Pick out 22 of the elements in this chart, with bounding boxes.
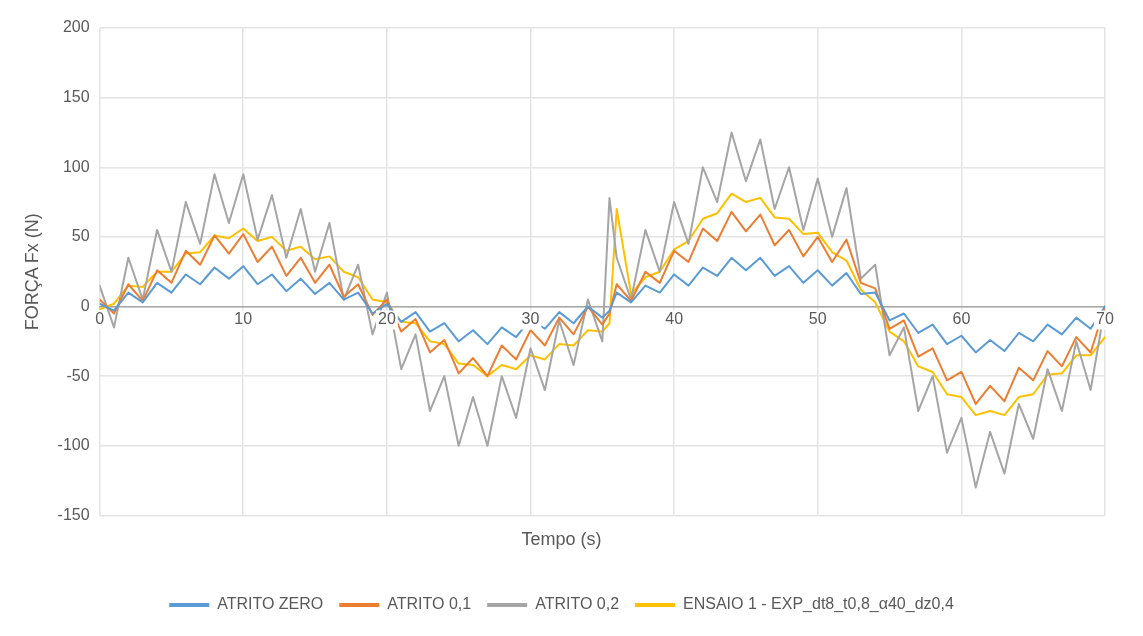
legend-label: ATRITO 0,1 bbox=[387, 595, 472, 613]
x-tick-label: 40 bbox=[665, 309, 684, 327]
y-tick-label: 0 bbox=[80, 296, 90, 314]
y-axis-title: FORÇA Fx (N) bbox=[21, 213, 42, 331]
y-tick-label: -100 bbox=[57, 436, 90, 454]
y-tick-label: 100 bbox=[62, 157, 90, 175]
y-tick-label: -50 bbox=[66, 366, 90, 384]
x-tick-label: 10 bbox=[234, 309, 253, 327]
y-tick-label: 150 bbox=[62, 88, 90, 106]
legend-label: ATRITO ZERO bbox=[217, 595, 324, 613]
x-tick-label: 30 bbox=[521, 309, 540, 327]
x-tick-label: 0 bbox=[95, 309, 105, 327]
y-tick-label: 50 bbox=[71, 227, 90, 245]
legend-label: ENSAIO 1 - EXP_dt8_t0,8_α40_dz0,4 bbox=[683, 595, 954, 614]
legend-label: ATRITO 0,2 bbox=[535, 595, 620, 613]
x-tick-label: 50 bbox=[808, 309, 827, 327]
x-tick-label: 20 bbox=[377, 309, 396, 327]
x-tick-label: 60 bbox=[952, 309, 971, 327]
x-tick-label: 70 bbox=[1096, 309, 1114, 327]
y-tick-label: 200 bbox=[62, 18, 90, 36]
x-axis-title: Tempo (s) bbox=[521, 529, 602, 550]
y-tick-label: -150 bbox=[57, 505, 90, 523]
